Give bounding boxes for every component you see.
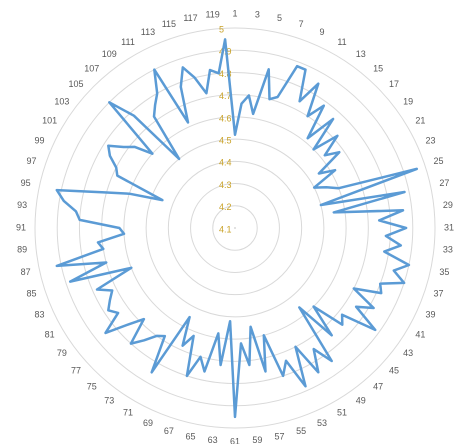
category-label: 81 — [45, 329, 55, 339]
r-tick-label: 4.3 — [219, 180, 232, 190]
grid-ring — [145, 138, 325, 318]
category-label: 115 — [162, 19, 176, 29]
category-label: 53 — [317, 418, 327, 428]
category-label: 55 — [296, 426, 306, 436]
grid-ring — [101, 94, 369, 362]
category-label: 91 — [16, 222, 26, 232]
category-label: 79 — [57, 348, 67, 358]
category-label: 87 — [21, 267, 31, 277]
grid-ring — [78, 71, 392, 385]
grid-ring — [123, 116, 347, 340]
category-label: 111 — [121, 37, 135, 47]
category-label: 75 — [87, 381, 97, 391]
category-label: 57 — [274, 432, 284, 442]
category-label: 9 — [320, 27, 325, 37]
r-tick-label: 4.5 — [219, 135, 232, 145]
grid-ring — [190, 183, 280, 273]
category-label: 15 — [373, 63, 383, 73]
category-label: 47 — [373, 381, 383, 391]
category-label: 51 — [337, 408, 347, 418]
category-label: 69 — [143, 418, 153, 428]
r-tick-label: 4.2 — [219, 202, 232, 212]
grid-ring — [34, 27, 436, 429]
category-label: 21 — [415, 115, 425, 125]
r-tick-label: 4.6 — [219, 113, 232, 123]
category-label: 99 — [34, 135, 44, 145]
r-tick-label: 4.1 — [219, 224, 232, 234]
category-label: 5 — [277, 13, 282, 23]
category-label: 11 — [337, 37, 346, 47]
category-label: 117 — [183, 13, 197, 23]
category-label: 101 — [42, 115, 57, 125]
category-label: 27 — [439, 178, 449, 188]
category-label: 97 — [26, 156, 36, 166]
category-label: 31 — [444, 222, 454, 232]
category-label: 113 — [141, 27, 155, 37]
category-label: 71 — [123, 408, 133, 418]
category-label: 33 — [443, 245, 453, 255]
category-label: 107 — [84, 63, 99, 73]
category-label: 3 — [255, 10, 260, 20]
category-label: 1 — [232, 8, 237, 18]
category-label: 7 — [299, 19, 304, 29]
category-label: 77 — [71, 366, 81, 376]
r-tick-label: 4.8 — [219, 69, 232, 79]
category-label: 29 — [443, 200, 453, 210]
category-label: 119 — [205, 10, 219, 20]
category-label: 41 — [415, 329, 425, 339]
category-label: 89 — [17, 245, 27, 255]
category-label: 39 — [425, 309, 435, 319]
r-tick-label: 4.7 — [219, 91, 232, 101]
category-label: 35 — [439, 267, 449, 277]
category-label: 23 — [425, 135, 435, 145]
category-label: 63 — [208, 435, 218, 444]
category-label: 67 — [164, 426, 174, 436]
data-line — [55, 38, 419, 419]
r-tick-label: 4.4 — [219, 158, 232, 168]
category-label: 95 — [21, 178, 31, 188]
grid-ring — [167, 160, 303, 296]
category-label: 49 — [356, 396, 366, 406]
category-label: 85 — [26, 289, 36, 299]
category-label: 59 — [252, 435, 262, 444]
category-label: 103 — [54, 97, 69, 107]
category-label: 45 — [389, 366, 399, 376]
category-label: 65 — [185, 432, 195, 442]
category-label: 43 — [403, 348, 413, 358]
category-label: 37 — [434, 289, 444, 299]
category-label: 93 — [17, 200, 27, 210]
category-label: 19 — [403, 97, 413, 107]
category-label: 13 — [356, 49, 366, 59]
category-label: 73 — [104, 396, 114, 406]
category-label: 83 — [34, 309, 44, 319]
category-label: 109 — [102, 49, 117, 59]
grid-ring — [212, 205, 258, 251]
grid-ring — [234, 227, 236, 229]
category-label: 17 — [389, 79, 399, 89]
category-label: 105 — [68, 79, 83, 89]
category-label: 25 — [434, 156, 444, 166]
r-tick-label: 5 — [219, 24, 224, 34]
category-label: 61 — [230, 436, 240, 444]
